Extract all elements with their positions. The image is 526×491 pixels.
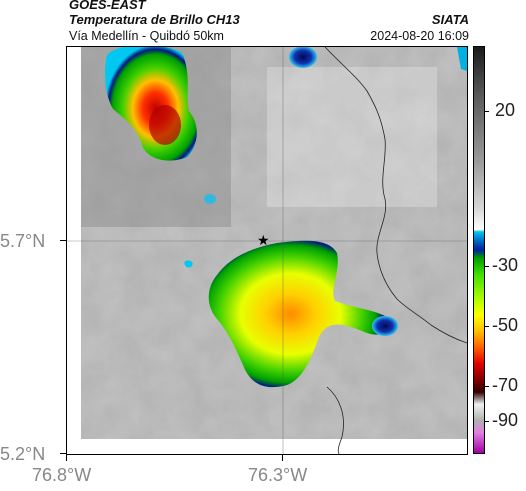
colorbar-tick-minus90: -90 xyxy=(492,410,519,430)
lat-label-5.7: 5.7°N xyxy=(0,231,46,251)
region-subtitle: Vía Medellín - Quibdó 50km xyxy=(69,29,224,43)
lat-label-5.2: 5.2°N xyxy=(0,444,46,464)
southern-storm-cell xyxy=(208,240,391,388)
organization-label: SIATA xyxy=(431,12,469,27)
colorbar-tick-minus50: -50 xyxy=(492,315,519,335)
colorbar-tick-minus70: -70 xyxy=(492,375,519,395)
lon-label-76.8: 76.8°W xyxy=(32,465,92,485)
lon-label-76.3: 76.3°W xyxy=(248,465,308,485)
colorbar-tick-20: 20 xyxy=(495,100,516,120)
colorbar xyxy=(473,46,485,454)
location-marker: ★ xyxy=(257,232,270,248)
small-cell xyxy=(204,194,216,204)
colorbar-tick-minus30: -30 xyxy=(492,255,519,275)
boundary-line xyxy=(324,47,467,344)
datetime-label: 2024-08-20 16:09 xyxy=(370,29,469,43)
southeast-cold-spot xyxy=(372,316,398,336)
coastline xyxy=(326,386,344,454)
product-title: Temperatura de Brillo CH13 xyxy=(69,12,240,27)
satellite-map[interactable]: ★ xyxy=(66,46,468,455)
map-image xyxy=(67,47,467,454)
northeast-cold-spot xyxy=(289,47,317,68)
satellite-title: GOES-EAST xyxy=(69,0,146,12)
